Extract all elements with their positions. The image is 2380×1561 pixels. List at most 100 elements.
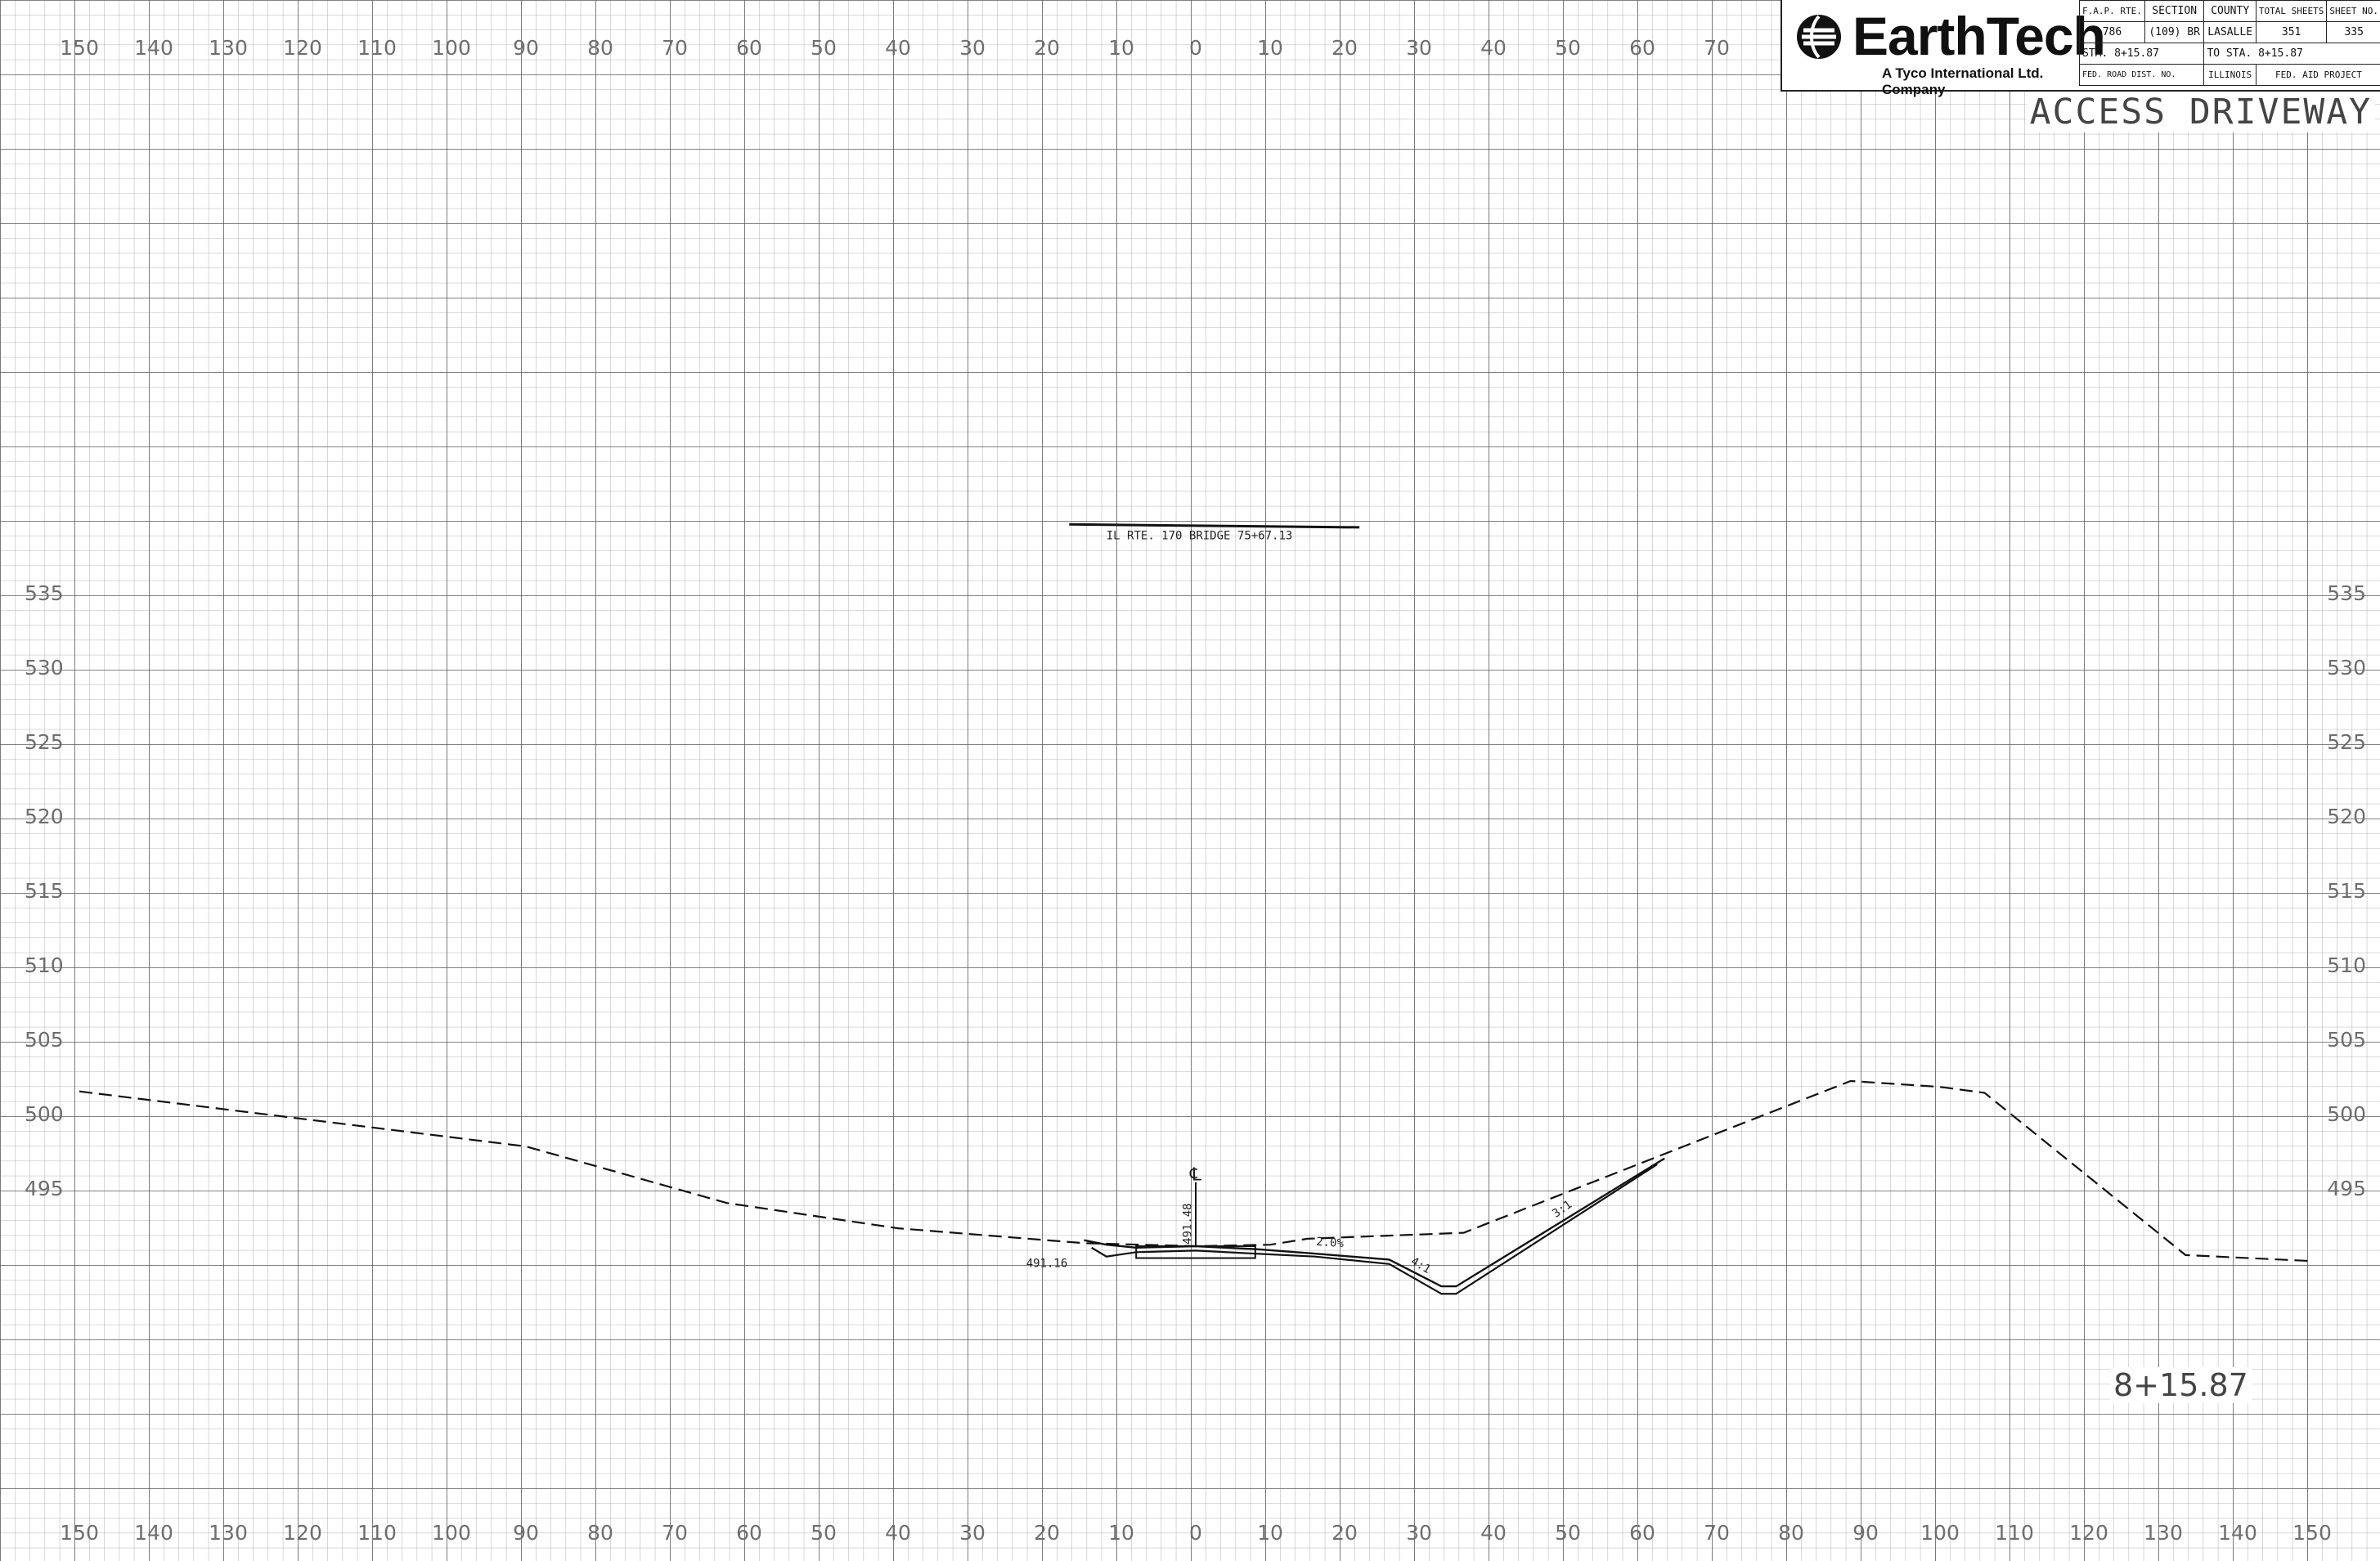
right-elevation-label: 535 — [2327, 581, 2366, 605]
top-axis-tick-label: 10 — [1108, 36, 1134, 60]
bottom-axis-tick-label: 90 — [513, 1521, 539, 1545]
profile-annotation: 2.0% — [1316, 1236, 1345, 1250]
bottom-axis-tick-label: 120 — [283, 1521, 322, 1545]
bottom-axis-tick-label: 140 — [2218, 1521, 2257, 1545]
state-name: ILLINOIS — [2203, 64, 2257, 86]
top-axis-tick-label: 80 — [587, 36, 613, 60]
right-elevation-label: 515 — [2327, 879, 2366, 903]
bottom-axis-tick-label: 150 — [60, 1521, 99, 1545]
right-elevation-label: 510 — [2327, 953, 2366, 977]
title-block: EarthTech A Tyco International Ltd. Comp… — [1781, 0, 2380, 97]
county-value: LASALLE — [2203, 21, 2257, 43]
proposed-driveway-line — [1084, 1157, 1665, 1288]
bottom-axis-tick-label: 110 — [1995, 1521, 2034, 1545]
top-axis-tick-label: 20 — [1331, 36, 1358, 60]
station-label: 8+15.87 — [2110, 1367, 2252, 1403]
top-axis-tick-label: 40 — [885, 36, 911, 60]
right-elevation-label: 530 — [2327, 656, 2366, 680]
profile-annotation: IL RTE. 170 BRIDGE 75+67.13 — [1107, 529, 1293, 542]
bottom-axis-tick-label: 130 — [2144, 1521, 2183, 1545]
top-axis-tick-label: 100 — [432, 36, 471, 60]
left-elevation-label: 510 — [25, 953, 64, 977]
bottom-axis-tick-label: 120 — [2069, 1521, 2108, 1545]
bottom-axis-tick-label: 70 — [1704, 1521, 1730, 1545]
bottom-axis-tick-label: 0 — [1189, 1521, 1202, 1545]
top-axis-tick-label: 60 — [1629, 36, 1655, 60]
county-header: COUNTY — [2203, 0, 2257, 22]
bottom-axis-tick-label: 30 — [959, 1521, 986, 1545]
bottom-axis-tick-label: 80 — [1778, 1521, 1804, 1545]
top-axis-tick-label: 120 — [283, 36, 322, 60]
right-elevation-label: 495 — [2327, 1177, 2366, 1200]
top-axis-tick-label: 20 — [1034, 36, 1060, 60]
right-elevation-axis: 535 530 525 520 515 510 505 500 495 — [2327, 581, 2366, 1200]
profile-plot: ℄ — [79, 523, 2313, 1295]
bottom-axis-tick-label: 30 — [1406, 1521, 1432, 1545]
centerline-symbol: ℄ — [1189, 1165, 1202, 1186]
bottom-axis-tick-label: 50 — [811, 1521, 837, 1545]
top-axis-tick-label: 70 — [662, 36, 688, 60]
total-sheets-value: 351 — [2255, 21, 2328, 43]
top-axis-tick-label: 40 — [1480, 36, 1507, 60]
right-elevation-label: 505 — [2327, 1028, 2366, 1052]
total-sheets-header: TOTAL SHEETS — [2255, 0, 2328, 22]
top-axis-tick-label: 50 — [811, 36, 837, 60]
sheet-no-header: SHEET NO. — [2326, 0, 2380, 22]
top-axis-tick-label: 0 — [1189, 36, 1202, 60]
bottom-axis-tick-label: 110 — [357, 1521, 397, 1545]
left-elevation-label: 505 — [25, 1028, 64, 1052]
fed-aid-project: FED. AID PROJECT — [2255, 64, 2380, 86]
profile-annotation: 491.16 — [1026, 1257, 1068, 1270]
bottom-axis-tick-label: 140 — [134, 1521, 173, 1545]
bottom-axis-tick-label: 100 — [432, 1521, 471, 1545]
left-elevation-label: 530 — [25, 656, 64, 680]
top-axis-tick-label: 30 — [1406, 36, 1432, 60]
top-axis-tick-label: 130 — [209, 36, 248, 60]
bridge-deck-line — [1069, 523, 1360, 529]
top-axis-tick-label: 60 — [736, 36, 762, 60]
right-elevation-label: 525 — [2327, 730, 2366, 754]
earthtech-globe-icon — [1797, 15, 1841, 59]
bottom-axis-tick-label: 10 — [1108, 1521, 1134, 1545]
section-header: SECTION — [2144, 0, 2205, 22]
station-from: STA. 8+15.87 — [2078, 43, 2205, 65]
bottom-axis-tick-label: 60 — [1629, 1521, 1655, 1545]
bottom-axis-tick-label: 80 — [587, 1521, 613, 1545]
bottom-axis-tick-label: 10 — [1257, 1521, 1283, 1545]
top-axis-tick-label: 140 — [134, 36, 173, 60]
bottom-axis-tick-label: 40 — [1480, 1521, 1507, 1545]
company-tagline: A Tyco International Ltd. Company — [1882, 65, 2044, 97]
bottom-axis-tick-label: 130 — [209, 1521, 248, 1545]
fed-road-dist: FED. ROAD DIST. NO. — [2078, 64, 2205, 86]
proposed-subgrade-line — [1091, 1163, 1658, 1295]
bottom-station-axis: 150 140 130 120 110 100 90 80 70 60 50 40 30 20 10 0 10 2… — [60, 1521, 2332, 1545]
sheet-title: ACCESS DRIVEWAY — [2026, 92, 2375, 132]
info-station-row: STA. 8+15.87 TO STA. 8+15.87 — [2078, 43, 2380, 65]
top-axis-tick-label: 70 — [1704, 36, 1730, 60]
top-axis-tick-label: 30 — [959, 36, 986, 60]
bottom-axis-tick-label: 60 — [736, 1521, 762, 1545]
left-elevation-label: 500 — [25, 1102, 64, 1126]
left-elevation-label: 525 — [25, 730, 64, 754]
left-elevation-label: 495 — [25, 1177, 64, 1200]
top-axis-tick-label: 50 — [1555, 36, 1581, 60]
top-axis-tick-label: 90 — [513, 36, 539, 60]
bottom-axis-tick-label: 40 — [885, 1521, 911, 1545]
top-station-axis: 150 140 130 120 110 100 90 80 70 60 50 40 30 20 10 0 10 2… — [60, 36, 1730, 60]
existing-ground-line — [79, 1079, 2313, 1263]
left-elevation-label: 535 — [25, 581, 64, 605]
bottom-axis-tick-label: 150 — [2292, 1521, 2332, 1545]
left-elevation-axis: 535 530 525 520 515 510 505 500 495 — [25, 581, 64, 1200]
top-axis-tick-label: 10 — [1257, 36, 1283, 60]
right-elevation-label: 500 — [2327, 1102, 2366, 1126]
profile-annotation: 491.48 — [1182, 1203, 1195, 1245]
profile-annotations: IL RTE. 170 BRIDGE 75+67.13 491.48 491.16 2… — [1026, 529, 1574, 1276]
left-elevation-label: 515 — [25, 879, 64, 903]
bottom-axis-tick-label: 100 — [1920, 1521, 1960, 1545]
fap-rte-value: 786 — [2079, 21, 2145, 43]
bottom-axis-tick-label: 50 — [1555, 1521, 1581, 1545]
sheet-no-value: 335 — [2326, 21, 2380, 43]
info-value-row: 786 (109) BR LASALLE 351 335 — [2079, 21, 2380, 43]
